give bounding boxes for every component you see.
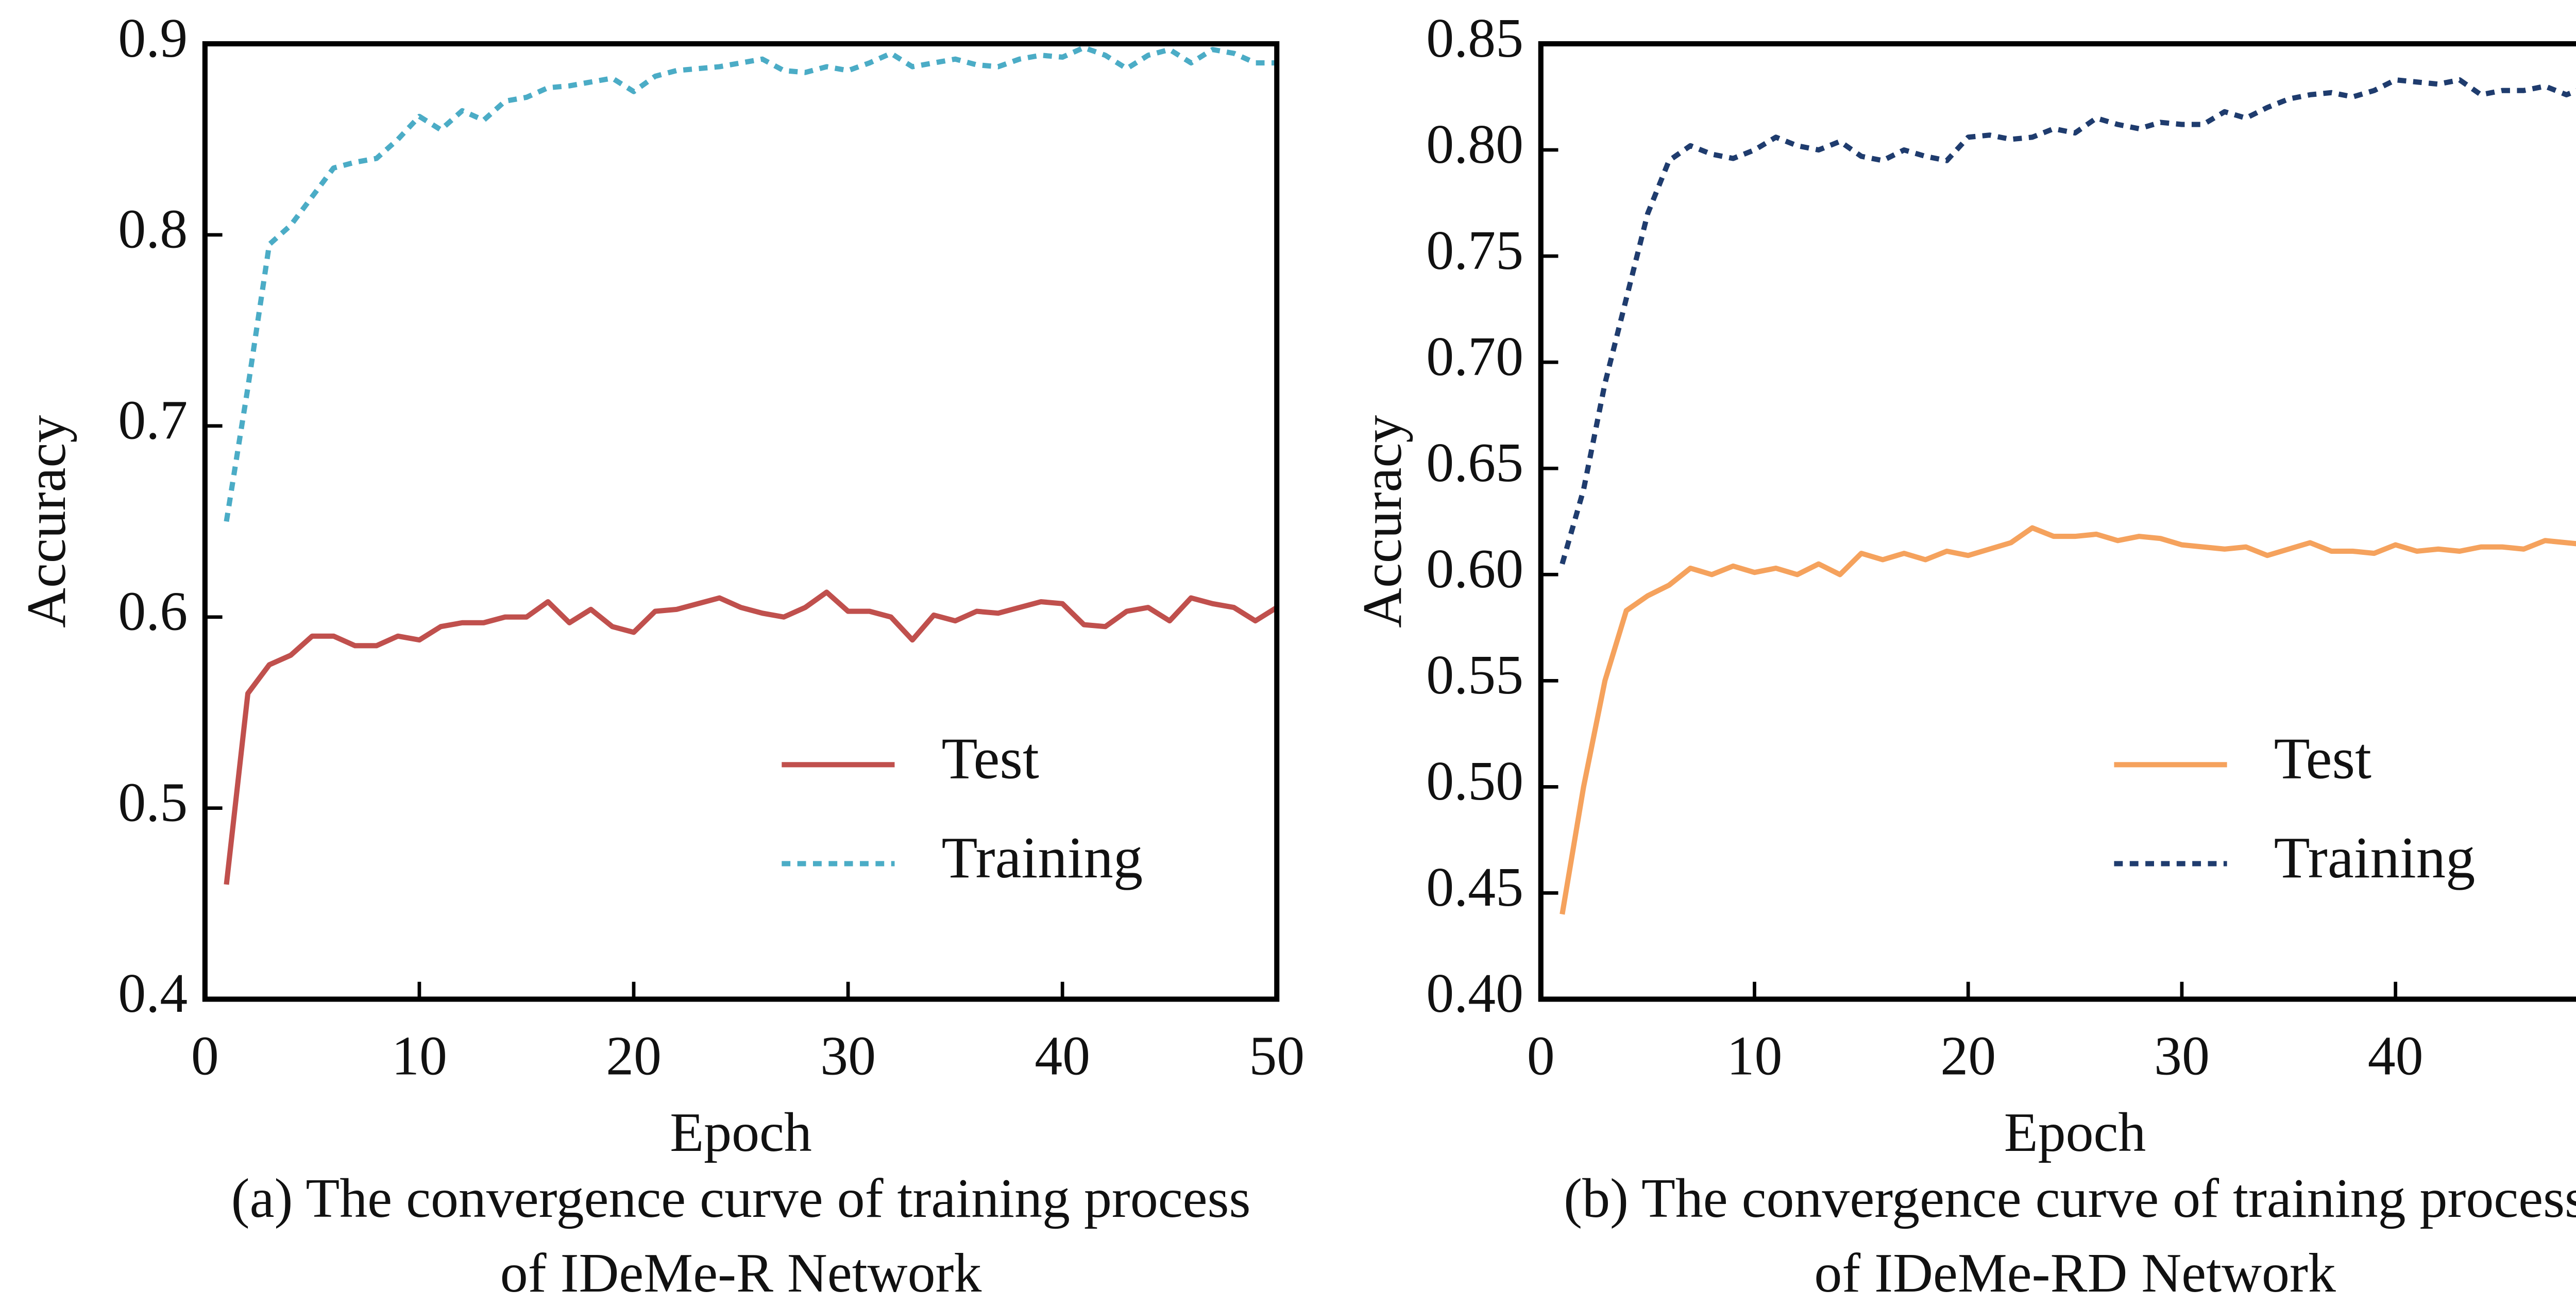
caption: of IDeMe-RD Network xyxy=(1814,1243,2336,1304)
x-tick-label: 20 xyxy=(1940,1026,1996,1087)
series-line xyxy=(224,45,1277,522)
x-tick-label: 10 xyxy=(1727,1026,1783,1087)
y-axis-label: Accuracy xyxy=(1352,415,1413,628)
plot-lines xyxy=(224,45,1278,885)
y-tick-label: 0.8 xyxy=(118,199,188,260)
legend-label: Training xyxy=(2274,825,2476,890)
y-tick-label: 0.70 xyxy=(1426,326,1523,387)
chart-panel: 0.40 0.45 0.50 0.55 0.60 0.65 0.70 0.75 0.80 0.85… xyxy=(1352,8,2576,1304)
y-tick-label: 0.80 xyxy=(1426,114,1523,175)
x-tick-label: 10 xyxy=(392,1026,447,1087)
plot-frame xyxy=(202,41,1280,1002)
y-tick-label: 0.75 xyxy=(1426,220,1523,281)
x-axis-label: Epoch xyxy=(670,1102,812,1163)
y-tick-label: 0.60 xyxy=(1426,538,1523,600)
x-axis-label: Epoch xyxy=(2004,1102,2146,1163)
legend-label: Training xyxy=(942,825,1143,890)
y-tick-label: 0.5 xyxy=(118,772,188,833)
plot-lines xyxy=(1560,77,2576,915)
y-tick-label: 0.6 xyxy=(118,581,188,642)
x-tick-label: 50 xyxy=(1249,1026,1304,1087)
legend: Test Training xyxy=(782,726,1143,890)
x-tick-label: 20 xyxy=(606,1026,662,1087)
series-line xyxy=(1560,525,2576,915)
y-tick-label: 0.40 xyxy=(1426,963,1523,1024)
y-tick-label: 0.55 xyxy=(1426,644,1523,706)
x-tick-label: 40 xyxy=(2368,1026,2424,1087)
plot-frame xyxy=(1538,41,2576,1002)
y-tick-label: 0.85 xyxy=(1426,8,1523,69)
caption: of IDeMe-R Network xyxy=(500,1243,982,1304)
x-tick-label: 30 xyxy=(2154,1026,2210,1087)
legend: Test Training xyxy=(2114,726,2475,890)
x-tick-label: 30 xyxy=(820,1026,876,1087)
legend-label: Test xyxy=(942,726,1039,791)
caption: (b) The convergence curve of training pr… xyxy=(1564,1168,2576,1229)
chart-panel: 0.4 0.5 0.6 0.7 0.8 0.9 0 10 20 30 40 50 Test Trainin… xyxy=(16,8,1304,1304)
series-line xyxy=(224,589,1278,885)
x-tick-label: 40 xyxy=(1035,1026,1090,1087)
x-tick-label: 0 xyxy=(191,1026,219,1087)
caption: (a) The convergence curve of training pr… xyxy=(231,1168,1251,1229)
y-tick-label: 0.50 xyxy=(1426,751,1523,812)
y-tick-label: 0.65 xyxy=(1426,432,1523,494)
x-tick-label: 0 xyxy=(1527,1026,1555,1087)
y-tick-label: 0.9 xyxy=(118,8,188,69)
y-tick-label: 0.45 xyxy=(1426,857,1523,918)
y-tick-label: 0.4 xyxy=(118,963,188,1024)
series-line xyxy=(1560,77,2576,565)
y-axis-label: Accuracy xyxy=(16,415,77,628)
y-tick-label: 0.7 xyxy=(118,390,188,451)
legend-label: Test xyxy=(2274,726,2371,791)
